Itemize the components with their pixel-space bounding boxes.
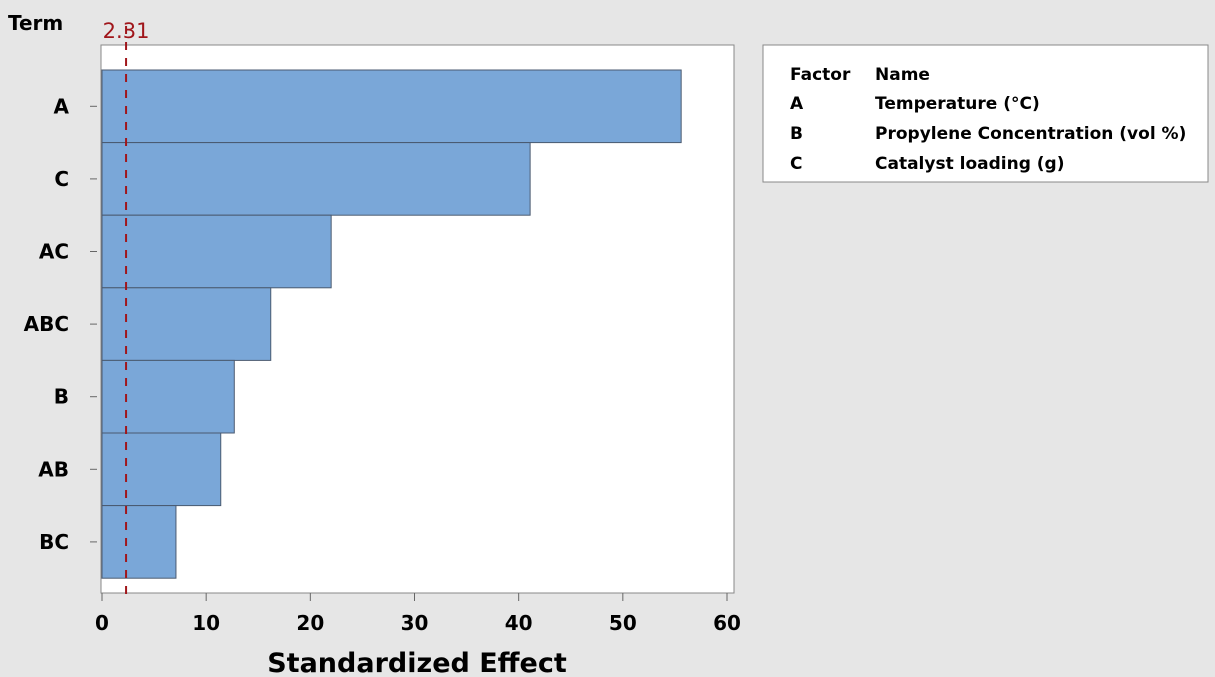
legend-row-factor: B — [790, 124, 803, 144]
y-tick-label: C — [54, 167, 69, 191]
legend-row-name: Catalyst loading (g) — [875, 154, 1065, 174]
bar — [101, 359, 235, 434]
bars-layer — [101, 69, 682, 579]
legend-row-factor: A — [790, 94, 804, 114]
bar — [101, 287, 272, 361]
y-axis-title: Term — [8, 11, 63, 35]
x-axis-title: Standardized Effect — [267, 648, 567, 677]
x-tick-label: 0 — [95, 611, 109, 635]
x-tick-label: 50 — [609, 611, 637, 635]
legend-row-name: Temperature (°C) — [875, 94, 1040, 114]
legend-header-factor: Factor — [790, 65, 851, 85]
x-tick-label: 60 — [713, 611, 741, 635]
legend-row-factor: C — [790, 154, 802, 174]
y-tick-label: BC — [39, 530, 69, 554]
x-tick-label: 10 — [192, 611, 220, 635]
x-tick-label: 40 — [505, 611, 533, 635]
x-tick-label: 20 — [296, 611, 324, 635]
y-tick-label: B — [54, 385, 69, 409]
x-tick-label: 30 — [401, 611, 429, 635]
x-axis: 0 10 20 30 40 50 60 — [95, 593, 741, 635]
bar — [101, 214, 332, 289]
bar — [101, 69, 682, 144]
legend-table: Factor Name A Temperature (°C) B Propyle… — [762, 44, 1209, 183]
reference-line-label: 2.31 — [103, 19, 150, 43]
legend-box — [762, 44, 1209, 183]
y-tick-label: ABC — [24, 312, 69, 336]
bar — [101, 505, 177, 579]
bar — [101, 142, 531, 216]
bar — [101, 432, 222, 507]
legend-row-name: Propylene Concentration (vol %) — [875, 124, 1186, 144]
y-tick-label: AC — [39, 240, 69, 264]
y-tick-label: AB — [38, 457, 69, 481]
legend-header-name: Name — [875, 65, 930, 85]
reference-line-layer: 2.31 — [103, 19, 150, 598]
y-tick-label: A — [54, 94, 70, 118]
